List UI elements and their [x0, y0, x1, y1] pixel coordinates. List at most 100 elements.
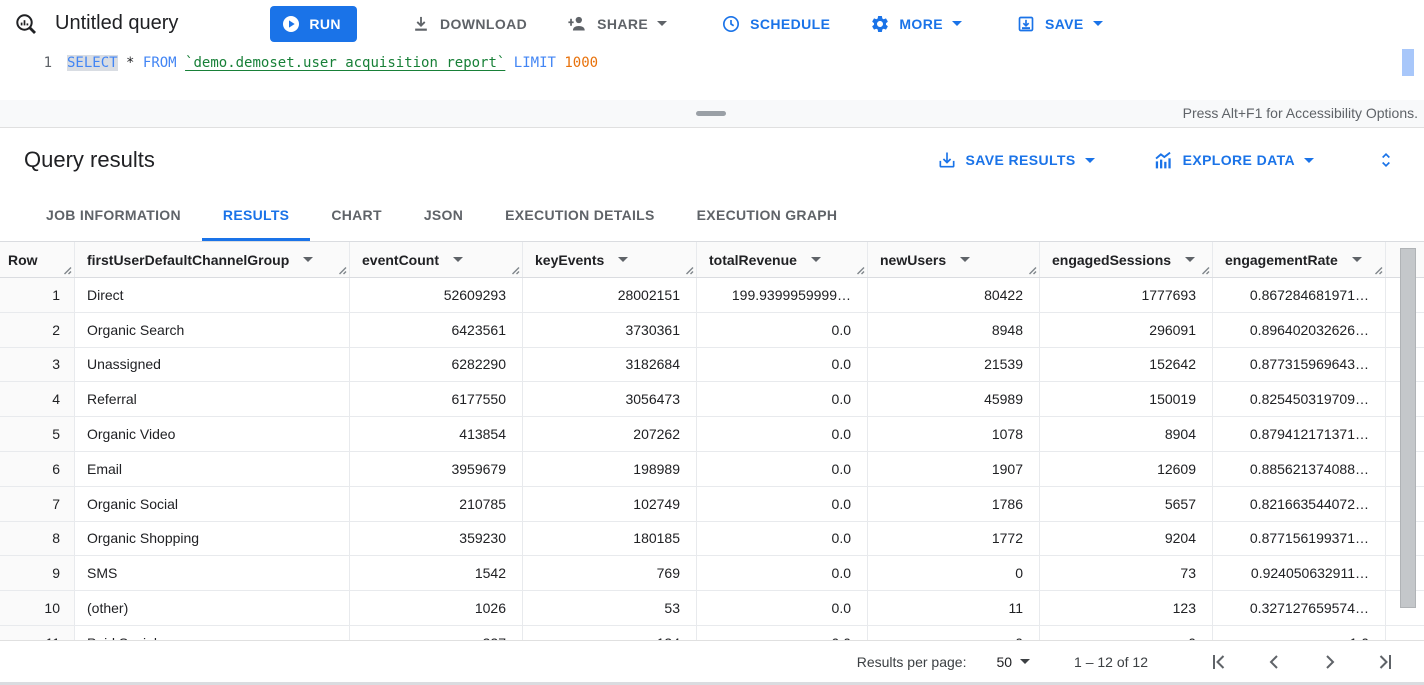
save-button[interactable]: SAVE — [1004, 6, 1115, 42]
person-add-icon — [567, 13, 588, 34]
table-row: 3 Unassigned 6282290 3182684 0.0 21539 152642 0… — [0, 347, 1424, 383]
cell-channel: Direct — [75, 278, 350, 312]
cell-engagementRate: 0.885621374088… — [1213, 451, 1386, 486]
cell-keyEvents: 53 — [523, 591, 697, 625]
cell-channel: Organic Shopping — [75, 521, 350, 556]
cell-engagedSessions: 150019 — [1040, 382, 1213, 417]
cell-row: 6 — [0, 451, 75, 486]
column-menu-caret[interactable] — [810, 257, 821, 262]
column-resize-grip[interactable] — [1373, 265, 1383, 275]
gear-icon — [870, 14, 890, 34]
editor-scrollbar-thumb[interactable] — [1402, 49, 1414, 76]
cell-newUsers: 45989 — [868, 382, 1040, 417]
cell-channel: Organic Search — [75, 312, 350, 347]
table-body: 1 Direct 52609293 28002151 199.9399959999… 80… — [0, 278, 1424, 640]
save-results-dropdown-caret — [1084, 157, 1095, 163]
cell-newUsers: 21539 — [868, 347, 1040, 382]
column-resize-grip[interactable] — [1200, 265, 1210, 275]
run-button[interactable]: RUN — [270, 5, 357, 42]
column-menu-caret[interactable] — [453, 257, 463, 262]
results-tab-bar: JOB INFORMATION RESULTS CHART JSON EXECU… — [0, 192, 1424, 242]
tab-json[interactable]: JSON — [423, 207, 464, 223]
cell-eventCount: 52609293 — [350, 278, 523, 312]
share-button[interactable]: SHARE — [555, 6, 679, 42]
tab-chart[interactable]: CHART — [331, 207, 382, 223]
cell-row: 9 — [0, 556, 75, 591]
column-header-totalRevenue: totalRevenue — [697, 242, 868, 277]
cell-row: 11 — [0, 625, 75, 640]
cell-row: 3 — [0, 347, 75, 382]
table-row: 5 Organic Video 413854 207262 0.0 1078 8904 0.8… — [0, 417, 1424, 452]
cell-engagementRate: 0.896402032626… — [1213, 312, 1386, 347]
explore-data-button[interactable]: EXPLORE DATA — [1147, 149, 1320, 172]
cell-keyEvents: 3730361 — [523, 312, 697, 347]
first-page-button[interactable] — [1206, 650, 1230, 674]
more-button[interactable]: MORE — [858, 6, 974, 42]
column-menu-caret[interactable] — [303, 257, 314, 262]
pagination-range: 1 – 12 of 12 — [1074, 653, 1148, 670]
sql-editor[interactable]: 1 SELECT * FROM `demo.demoset.user_acqui… — [0, 47, 1424, 100]
cell-engagementRate: 0.327127659574… — [1213, 591, 1386, 625]
next-page-button[interactable] — [1318, 650, 1342, 674]
last-page-button[interactable] — [1374, 650, 1398, 674]
cell-channel: Referral — [75, 382, 350, 417]
cell-engagedSessions: 12609 — [1040, 451, 1213, 486]
column-resize-grip[interactable] — [1027, 265, 1037, 275]
previous-page-button[interactable] — [1262, 650, 1286, 674]
column-menu-caret[interactable] — [618, 257, 629, 262]
table-row: 6 Email 3959679 198989 0.0 1907 12609 0.8856213… — [0, 451, 1424, 487]
column-resize-grip[interactable] — [62, 265, 72, 275]
schedule-button[interactable]: SCHEDULE — [709, 6, 842, 42]
cell-engagementRate: 0.825450319709… — [1213, 382, 1386, 417]
sql-from-keyword: FROM — [142, 55, 177, 71]
page-size-select[interactable]: 50 — [996, 654, 1031, 670]
cell-engagedSessions: 1777693 — [1040, 278, 1213, 312]
results-scrollbar-thumb[interactable] — [1400, 248, 1416, 608]
cell-eventCount: 210785 — [350, 486, 523, 521]
cell-eventCount: 6423561 — [350, 312, 523, 347]
cell-totalRevenue: 0.0 — [697, 417, 868, 451]
tab-execution-details[interactable]: EXECUTION DETAILS — [505, 207, 655, 223]
cell-keyEvents: 769 — [523, 556, 697, 591]
download-button[interactable]: DOWNLOAD — [399, 6, 539, 42]
more-dropdown-caret — [951, 21, 962, 26]
unfold-more-icon — [1376, 150, 1396, 170]
splitter-drag-handle[interactable] — [696, 111, 726, 116]
cell-engagedSessions: 9204 — [1040, 521, 1213, 556]
table-row: 9 SMS 1542 769 0.0 0 73 0.924050632911… — [0, 556, 1424, 592]
tab-job-information[interactable]: JOB INFORMATION — [46, 207, 181, 223]
cell-channel: Organic Social — [75, 486, 350, 521]
sql-table-reference-link[interactable]: `demo.demoset.user_acquisition_report` — [185, 55, 506, 71]
cell-row: 8 — [0, 521, 75, 556]
cell-keyEvents: 134 — [523, 625, 697, 640]
cell-channel: Organic Video — [75, 417, 350, 451]
column-resize-grip[interactable] — [855, 265, 865, 275]
column-resize-grip[interactable] — [337, 265, 347, 275]
accessibility-hint: Press Alt+F1 for Accessibility Options. — [1182, 105, 1418, 121]
cell-row: 10 — [0, 591, 75, 625]
cell-totalRevenue: 0.0 — [697, 556, 868, 591]
expand-results-button[interactable] — [1370, 149, 1402, 171]
column-resize-grip[interactable] — [510, 265, 520, 275]
table-row: 4 Referral 6177550 3056473 0.0 45989 150019 0.8… — [0, 382, 1424, 418]
column-header-keyEvents: keyEvents — [523, 242, 697, 277]
save-results-download-icon — [937, 150, 957, 170]
tab-results[interactable]: RESULTS — [201, 192, 311, 241]
cell-totalRevenue: 0.0 — [697, 382, 868, 417]
cell-engagementRate: 0.821663544072… — [1213, 486, 1386, 521]
column-menu-caret[interactable] — [1351, 257, 1362, 262]
column-menu-caret[interactable] — [960, 257, 971, 262]
table-row: 1 Direct 52609293 28002151 199.9399959999… 80… — [0, 278, 1424, 313]
query-magnifier-icon — [14, 12, 38, 36]
column-header-engagementRate: engagementRate — [1213, 242, 1386, 277]
sql-code-line[interactable]: SELECT * FROM `demo.demoset.user_acquisi… — [67, 55, 598, 71]
cell-engagedSessions: 296091 — [1040, 312, 1213, 347]
cell-row: 7 — [0, 486, 75, 521]
pagination-footer: Results per page: 50 1 – 12 of 12 — [0, 640, 1424, 682]
save-results-button[interactable]: SAVE RESULTS — [931, 149, 1101, 171]
table-row: 7 Organic Social 210785 102749 0.0 1786 5657 0.… — [0, 486, 1424, 522]
column-menu-caret[interactable] — [1185, 257, 1196, 262]
column-resize-grip[interactable] — [684, 265, 694, 275]
tab-execution-graph[interactable]: EXECUTION GRAPH — [696, 207, 838, 223]
cell-engagementRate: 0.924050632911… — [1213, 556, 1386, 591]
